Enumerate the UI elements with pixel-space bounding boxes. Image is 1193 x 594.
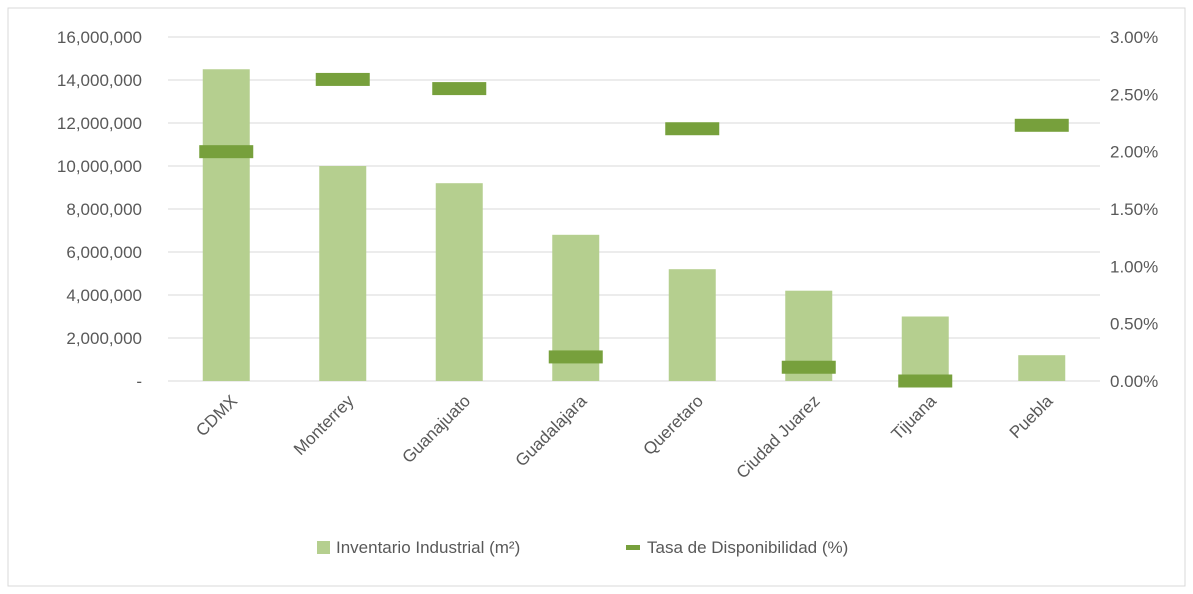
left-tick-label: 6,000,000 [66,243,142,262]
legend-bar-label: Inventario Industrial (m²) [336,538,520,557]
marker-queretaro [665,122,720,136]
right-tick-label: 0.00% [1110,372,1158,391]
right-tick-label: 2.00% [1110,143,1158,162]
legend-bar-swatch [317,541,330,554]
right-axis-ticks: 0.00% 0.50% 1.00% 1.50% 2.00% 2.50% 3.00% [1110,28,1158,391]
bar-puebla [1018,355,1066,381]
bar-monterrey [319,166,367,381]
left-tick-label: 2,000,000 [66,329,142,348]
bar-queretaro [668,269,716,381]
legend: Inventario Industrial (m²) Tasa de Dispon… [317,538,848,557]
marker-cdmx [199,145,254,159]
bar-tijuana [901,316,949,381]
legend-marker-swatch [626,545,640,550]
left-axis-ticks: - 2,000,000 4,000,000 6,000,000 8,000,000 10,… [57,28,142,391]
marker-tijuana [898,374,953,388]
left-tick-label: 10,000,000 [57,157,142,176]
bar-guanajuato [435,183,483,381]
marker-puebla [1014,118,1069,132]
right-tick-label: 1.00% [1110,257,1158,276]
right-tick-label: 3.00% [1110,28,1158,47]
left-tick-label: 16,000,000 [57,28,142,47]
left-tick-label: 12,000,000 [57,114,142,133]
left-tick-label: - [136,372,142,391]
right-tick-label: 2.50% [1110,85,1158,104]
right-tick-label: 0.50% [1110,315,1158,334]
left-tick-label: 4,000,000 [66,286,142,305]
left-tick-label: 8,000,000 [66,200,142,219]
marker-guanajuato [432,82,487,96]
marker-guadalajara [548,350,603,364]
marker-ciudad-juarez [781,360,836,374]
bar-series [202,69,1066,381]
marker-series [199,72,1069,388]
bar-cdmx [202,69,250,381]
left-tick-label: 14,000,000 [57,71,142,90]
legend-marker-label: Tasa de Disponibilidad (%) [647,538,848,557]
right-tick-label: 1.50% [1110,200,1158,219]
marker-monterrey [315,72,370,86]
